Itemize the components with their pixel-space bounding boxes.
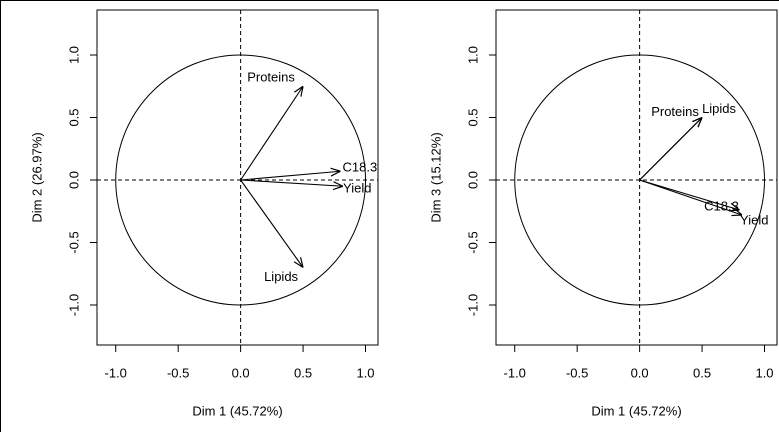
y-axis-label: Dim 3 (15.12%): [428, 132, 443, 222]
variable-label: C18.3: [343, 160, 378, 175]
y-tick-label: 0.5: [66, 108, 81, 126]
y-tick-label: 0.5: [465, 108, 480, 126]
x-tick-label: 1.0: [755, 365, 773, 380]
variable-label: Lipids: [702, 101, 736, 116]
unit-circle: [514, 54, 766, 306]
y-tick-label: -1.0: [66, 294, 81, 316]
x-axis-label: Dim 1 (45.72%): [192, 403, 282, 418]
y-tick-label: -0.5: [465, 231, 480, 253]
arrow: [240, 86, 303, 181]
x-tick-label: 0.0: [232, 365, 250, 380]
x-tick-label: -0.5: [566, 365, 588, 380]
x-axis-label: Dim 1 (45.72%): [591, 403, 681, 418]
arrow: [240, 171, 341, 181]
y-tick-label: -1.0: [465, 294, 480, 316]
unit-circle: [115, 54, 367, 306]
variable-label: Yield: [343, 181, 371, 196]
variable-label: Proteins: [247, 70, 295, 85]
x-tick-label: 0.5: [693, 365, 711, 380]
variable-label: Lipids: [264, 269, 298, 284]
variable-label: Yield: [740, 212, 768, 227]
variable-label: C18.3: [704, 198, 739, 213]
arrow: [639, 179, 740, 210]
y-axis-label: Dim 2 (26.97%): [29, 132, 44, 222]
y-tick-label: -0.5: [66, 231, 81, 253]
x-tick-label: 0.5: [294, 365, 312, 380]
arrow: [240, 179, 303, 268]
arrow: [639, 179, 742, 215]
x-tick-label: -1.0: [105, 365, 127, 380]
y-tick-label: 0.0: [66, 171, 81, 189]
y-tick-label: 0.0: [465, 171, 480, 189]
arrow: [639, 118, 702, 181]
plot-area: Proteins C18.3 Yield Lipids: [97, 10, 378, 345]
plot-box: [495, 9, 778, 346]
variable-label: Proteins: [651, 104, 699, 119]
x-tick-label: -0.5: [167, 365, 189, 380]
arrow: [240, 179, 343, 186]
y-tick-label: 1.0: [465, 46, 480, 64]
y-tick-label: 1.0: [66, 46, 81, 64]
x-tick-label: 1.0: [356, 365, 374, 380]
x-tick-label: 0.0: [631, 365, 649, 380]
plot-box: [96, 9, 379, 346]
x-tick-label: -1.0: [504, 365, 526, 380]
